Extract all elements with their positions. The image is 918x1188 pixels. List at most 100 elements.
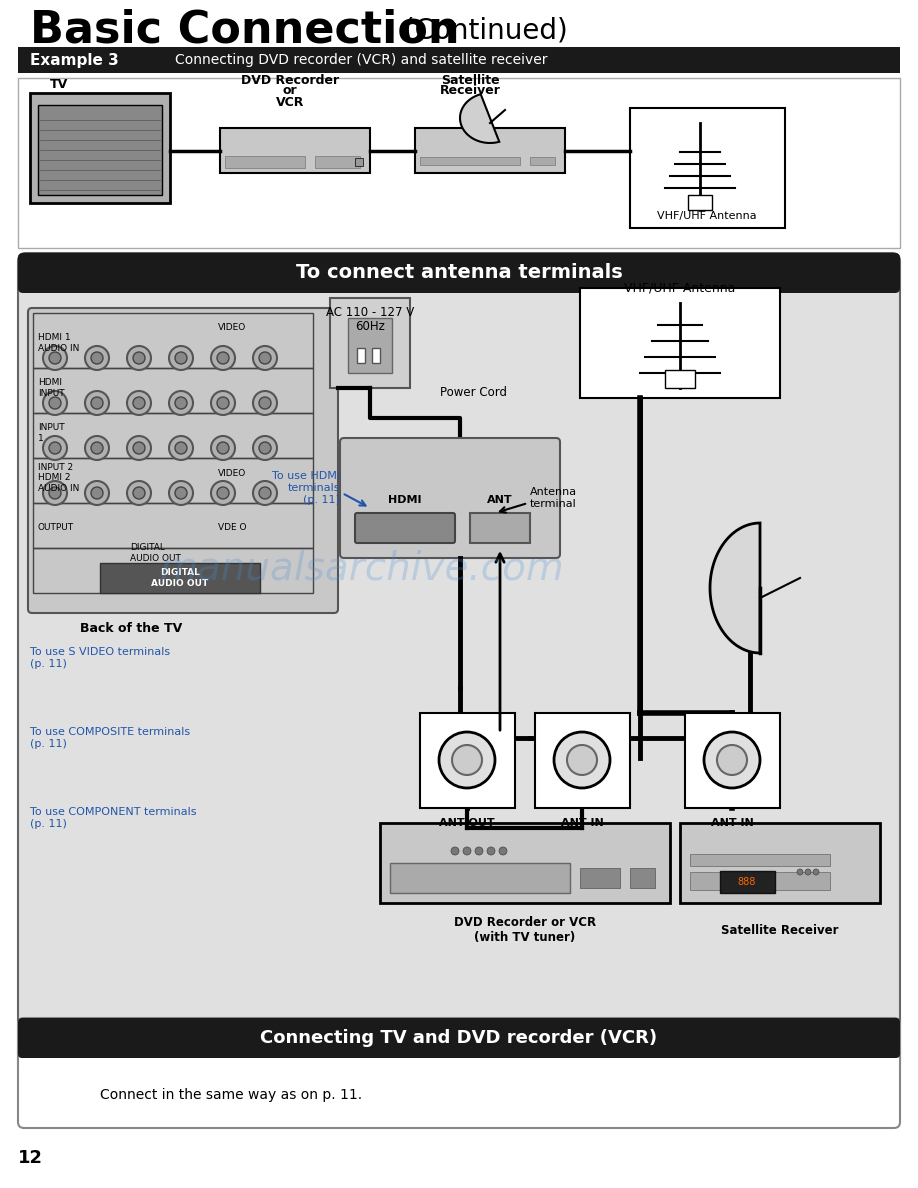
Text: VHF/UHF Antenna: VHF/UHF Antenna [624,282,735,295]
Circle shape [91,397,103,409]
Circle shape [91,442,103,454]
Bar [348,318,392,373]
Bar [580,287,780,398]
Text: HDMI 1
AUDIO IN: HDMI 1 AUDIO IN [38,334,79,353]
Text: DIGITAL
AUDIO OUT: DIGITAL AUDIO OUT [151,568,208,588]
Text: INPUT 2
HDMI 2
AUDIO IN: INPUT 2 HDMI 2 AUDIO IN [38,463,79,493]
Bar [390,862,570,893]
Circle shape [169,391,193,415]
Text: ANT IN: ANT IN [711,819,754,828]
Circle shape [211,346,235,369]
Circle shape [175,487,187,499]
Text: Power Cord: Power Cord [440,386,507,399]
Text: DVD Recorder: DVD Recorder [241,74,339,87]
Circle shape [43,436,67,460]
Bar [33,368,313,413]
Bar [372,348,380,364]
Circle shape [567,745,597,775]
Circle shape [554,732,610,788]
Text: Receiver: Receiver [440,84,500,97]
Circle shape [49,397,61,409]
Bar [420,713,515,808]
Circle shape [475,847,483,855]
Circle shape [85,391,109,415]
Text: Basic Connection: Basic Connection [30,8,460,51]
Text: VIDEO: VIDEO [218,323,246,333]
Circle shape [217,397,229,409]
Circle shape [43,481,67,505]
Bar [530,157,555,165]
Bar [535,713,630,808]
Circle shape [217,487,229,499]
Circle shape [253,346,277,369]
Bar [355,158,363,166]
Bar [33,413,313,459]
Bar [33,459,313,503]
Bar [33,548,313,593]
Bar [580,868,620,887]
FancyBboxPatch shape [18,1018,900,1127]
Text: VDE O: VDE O [218,524,247,532]
Text: Antenna
terminal: Antenna terminal [530,487,577,508]
Circle shape [259,442,271,454]
Circle shape [211,436,235,460]
Bar [688,195,712,210]
Circle shape [127,481,151,505]
FancyBboxPatch shape [18,253,900,1073]
Text: Connecting TV and DVD recorder (VCR): Connecting TV and DVD recorder (VCR) [261,1029,657,1047]
Text: INPUT
1: INPUT 1 [38,423,64,443]
Circle shape [169,346,193,369]
Circle shape [487,847,495,855]
Bar [330,298,410,388]
Circle shape [169,481,193,505]
Circle shape [717,745,747,775]
FancyBboxPatch shape [18,253,900,293]
Circle shape [175,352,187,364]
Text: TV: TV [50,78,68,91]
Circle shape [49,352,61,364]
Bar [33,312,313,368]
Text: ANT OUT: ANT OUT [439,819,495,828]
Text: VCR: VCR [275,95,304,108]
Bar [38,105,162,195]
Bar [225,156,305,168]
Bar [100,563,260,593]
Circle shape [49,487,61,499]
Circle shape [259,352,271,364]
Bar [357,348,365,364]
Circle shape [85,346,109,369]
Bar [690,872,830,890]
Text: 60Hz: 60Hz [355,320,385,333]
Circle shape [85,436,109,460]
Text: To use COMPONENT terminals
(p. 11): To use COMPONENT terminals (p. 11) [30,807,196,829]
FancyBboxPatch shape [18,1018,900,1059]
Circle shape [133,487,145,499]
Bar [470,513,530,543]
Text: manualsarchive.com: manualsarchive.com [160,549,565,587]
Text: or: or [283,84,297,97]
Bar [315,156,360,168]
Circle shape [439,732,495,788]
Circle shape [133,397,145,409]
Text: Example 3: Example 3 [30,52,118,68]
Circle shape [217,442,229,454]
Text: To use HDMI
terminals
(p. 11): To use HDMI terminals (p. 11) [272,472,340,505]
Circle shape [175,442,187,454]
Text: To connect antenna terminals: To connect antenna terminals [296,264,622,283]
Text: Satellite Receiver: Satellite Receiver [722,923,839,936]
Bar [18,48,900,72]
Circle shape [253,481,277,505]
Text: AC 110 - 127 V: AC 110 - 127 V [326,307,414,320]
Circle shape [452,745,482,775]
Text: HDMI
INPUT: HDMI INPUT [38,378,64,398]
Text: ANT: ANT [487,495,513,505]
Text: ANT IN: ANT IN [561,819,603,828]
Circle shape [211,391,235,415]
Circle shape [259,397,271,409]
Polygon shape [710,523,760,653]
Circle shape [217,352,229,364]
Text: DIGITAL
AUDIO OUT: DIGITAL AUDIO OUT [130,543,181,563]
Circle shape [259,487,271,499]
Bar [220,128,370,173]
Bar [18,78,900,248]
